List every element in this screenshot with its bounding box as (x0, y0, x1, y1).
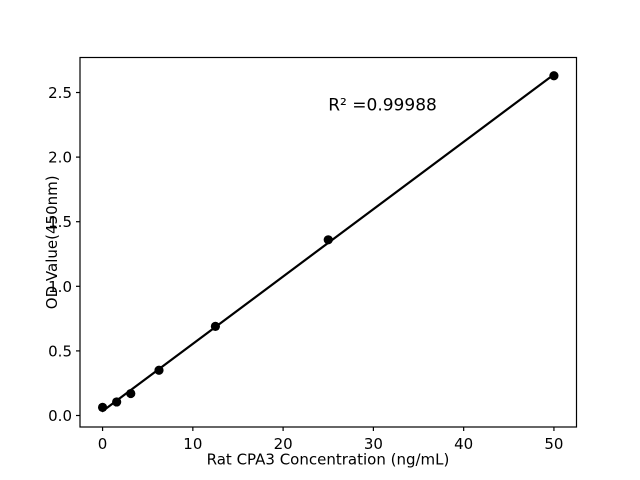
y-tick-label: 1.0 (48, 278, 72, 296)
x-tick-label: 0 (98, 435, 108, 453)
data-point (126, 388, 136, 399)
y-tick-label: 2.0 (48, 149, 72, 167)
x-tick-label: 40 (454, 435, 473, 453)
y-tick-label: 1.5 (48, 213, 72, 231)
data-point (112, 397, 122, 407)
data-point (97, 402, 108, 412)
x-tick-label: 20 (274, 435, 293, 453)
y-axis-label: OD Value(450nm) (43, 175, 61, 309)
data-point (210, 321, 221, 331)
plot-area: 0 10 20 30 40 50 0.0 0.5 1.0 1.5 2.0 2.5 (48, 56, 578, 453)
x-axis-label: Rat CPA3 Concentration (ng/mL) (207, 451, 450, 469)
y-tick-label: 0.0 (48, 407, 72, 425)
y-tick-label: 2.5 (48, 84, 72, 102)
data-point (154, 365, 164, 375)
x-tick-label: 10 (183, 435, 202, 453)
r-squared-annotation: R² =0.99988 (328, 96, 437, 116)
plot-border (79, 56, 578, 428)
data-point (549, 71, 559, 81)
y-tick-label: 0.5 (48, 342, 72, 360)
x-tick-label: 30 (364, 435, 383, 453)
data-point (323, 235, 333, 245)
x-tick-label: 50 (544, 435, 563, 453)
